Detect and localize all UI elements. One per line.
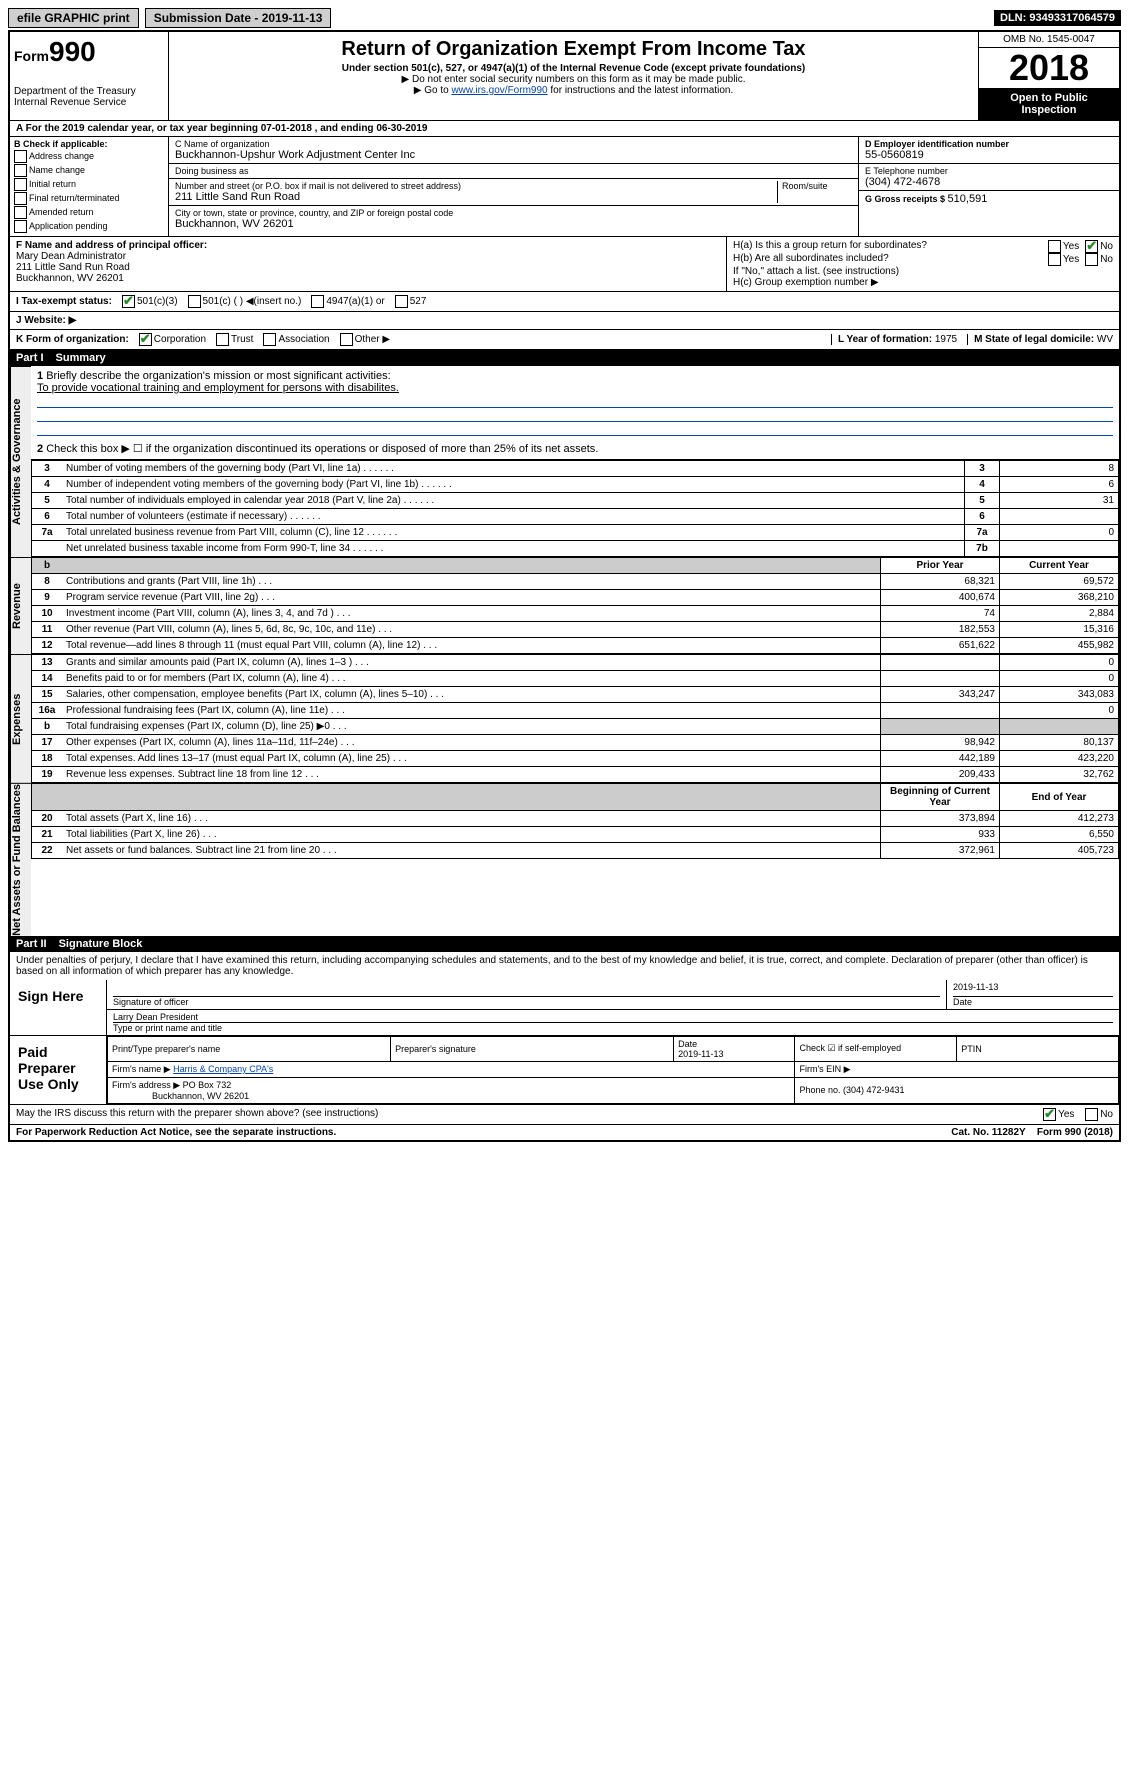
netassets-section: Net Assets or Fund Balances Beginning of… <box>10 783 1119 936</box>
check-name-change[interactable]: Name change <box>14 164 164 177</box>
netassets-table: Beginning of Current YearEnd of Year 20T… <box>31 783 1119 859</box>
mission-text: To provide vocational training and emplo… <box>37 382 1113 394</box>
ha-no[interactable]: No <box>1085 240 1113 253</box>
discuss-row: May the IRS discuss this return with the… <box>10 1105 1119 1124</box>
k-other[interactable]: Other ▶ <box>340 333 390 346</box>
vlabel-netassets: Net Assets or Fund Balances <box>10 783 31 936</box>
omb-number: OMB No. 1545-0047 <box>979 32 1119 48</box>
mission-block: 1 Briefly describe the organization's mi… <box>31 366 1119 460</box>
footer: For Paperwork Reduction Act Notice, see … <box>10 1124 1119 1140</box>
opt-501c[interactable]: 501(c) ( ) ◀(insert no.) <box>188 295 302 308</box>
check-application[interactable]: Application pending <box>14 220 164 233</box>
tax-exempt-status: I Tax-exempt status: 501(c)(3) 501(c) ( … <box>10 292 1119 312</box>
self-employed-check[interactable]: Check ☑ if self-employed <box>795 1036 957 1061</box>
org-address: 211 Little Sand Run Road <box>175 191 777 203</box>
governance-table: 3Number of voting members of the governi… <box>31 460 1119 557</box>
tax-year: 2018 <box>979 48 1119 88</box>
top-bar: efile GRAPHIC print Submission Date - 20… <box>8 8 1121 28</box>
opt-501c3[interactable]: 501(c)(3) <box>122 295 178 308</box>
hb-yes[interactable]: Yes <box>1048 253 1079 266</box>
ha-yes[interactable]: Yes <box>1048 240 1079 253</box>
firm-name[interactable]: Harris & Company CPA's <box>173 1064 273 1074</box>
check-amended[interactable]: Amended return <box>14 206 164 219</box>
vlabel-revenue: Revenue <box>10 557 31 654</box>
efile-button[interactable]: efile GRAPHIC print <box>8 8 139 28</box>
gross-receipts: 510,591 <box>948 193 988 205</box>
preparer-phone: (304) 472-9431 <box>843 1085 905 1095</box>
expenses-table: 13Grants and similar amounts paid (Part … <box>31 654 1119 783</box>
preparer-table: Print/Type preparer's name Preparer's si… <box>107 1036 1119 1104</box>
year-formation: 1975 <box>935 334 957 345</box>
section-b: B Check if applicable: Address change Na… <box>10 137 169 236</box>
officer-printed: Larry Dean President <box>113 1012 1113 1023</box>
org-city: Buckhannon, WV 26201 <box>175 218 852 230</box>
form-990-container: Form990 Department of the Treasury Inter… <box>8 30 1121 1142</box>
header-right: OMB No. 1545-0047 2018 Open to Public In… <box>978 32 1119 120</box>
state-domicile: WV <box>1097 334 1113 345</box>
section-right: D Employer identification number 55-0560… <box>859 137 1119 236</box>
paid-preparer-row: Paid Preparer Use Only Print/Type prepar… <box>10 1036 1119 1105</box>
header-left: Form990 Department of the Treasury Inter… <box>10 32 169 120</box>
form-subtitle: Under section 501(c), 527, or 4947(a)(1)… <box>175 63 972 74</box>
submission-button[interactable]: Submission Date - 2019-11-13 <box>145 8 332 28</box>
org-name: Buckhannon-Upshur Work Adjustment Center… <box>175 149 852 161</box>
discuss-no[interactable]: No <box>1085 1109 1113 1120</box>
inspection-badge: Open to Public Inspection <box>979 88 1119 120</box>
fh-row: F Name and address of principal officer:… <box>10 237 1119 292</box>
dln-label: DLN: 93493317064579 <box>994 10 1121 26</box>
section-h: H(a) Is this a group return for subordin… <box>727 237 1119 291</box>
opt-4947[interactable]: 4947(a)(1) or <box>311 295 384 308</box>
dept-label: Department of the Treasury Internal Reve… <box>14 86 164 108</box>
info-grid: B Check if applicable: Address change Na… <box>10 137 1119 237</box>
part1-header: Part I Summary <box>10 350 1119 366</box>
note-link: ▶ Go to www.irs.gov/Form990 for instruct… <box>175 85 972 96</box>
note-ssn: ▶ Do not enter social security numbers o… <box>175 74 972 85</box>
irs-link[interactable]: www.irs.gov/Form990 <box>451 85 547 96</box>
tax-period: A For the 2019 calendar year, or tax yea… <box>10 121 1119 137</box>
check-initial-return[interactable]: Initial return <box>14 178 164 191</box>
section-f: F Name and address of principal officer:… <box>10 237 727 291</box>
perjury-text: Under penalties of perjury, I declare th… <box>10 952 1119 980</box>
k-trust[interactable]: Trust <box>216 333 253 346</box>
korg-row: K Form of organization: Corporation Trus… <box>10 330 1119 350</box>
sign-here-row: Sign Here Signature of officer 2019-11-1… <box>10 980 1119 1036</box>
form-title: Return of Organization Exempt From Incom… <box>175 38 972 61</box>
section-c: C Name of organization Buckhannon-Upshur… <box>169 137 859 236</box>
phone: (304) 472-4678 <box>865 176 1113 188</box>
ein: 55-0560819 <box>865 149 1113 161</box>
form-header: Form990 Department of the Treasury Inter… <box>10 32 1119 121</box>
k-assoc[interactable]: Association <box>263 333 329 346</box>
form-number: Form990 <box>14 36 164 68</box>
opt-527[interactable]: 527 <box>395 295 427 308</box>
k-corp[interactable]: Corporation <box>139 333 206 346</box>
check-address-change[interactable]: Address change <box>14 150 164 163</box>
hb-no[interactable]: No <box>1085 253 1113 266</box>
website-row: J Website: ▶ <box>10 312 1119 330</box>
revenue-section: Revenue bPrior YearCurrent Year 8Contrib… <box>10 557 1119 654</box>
governance-section: Activities & Governance 1 Briefly descri… <box>10 366 1119 557</box>
officer-name: Mary Dean Administrator <box>16 251 720 262</box>
check-final-return[interactable]: Final return/terminated <box>14 192 164 205</box>
part2-header: Part II Signature Block <box>10 936 1119 952</box>
vlabel-governance: Activities & Governance <box>10 366 31 557</box>
discuss-yes[interactable]: Yes <box>1043 1109 1074 1120</box>
header-center: Return of Organization Exempt From Incom… <box>169 32 978 120</box>
vlabel-expenses: Expenses <box>10 654 31 783</box>
expenses-section: Expenses 13Grants and similar amounts pa… <box>10 654 1119 783</box>
revenue-table: bPrior YearCurrent Year 8Contributions a… <box>31 557 1119 654</box>
